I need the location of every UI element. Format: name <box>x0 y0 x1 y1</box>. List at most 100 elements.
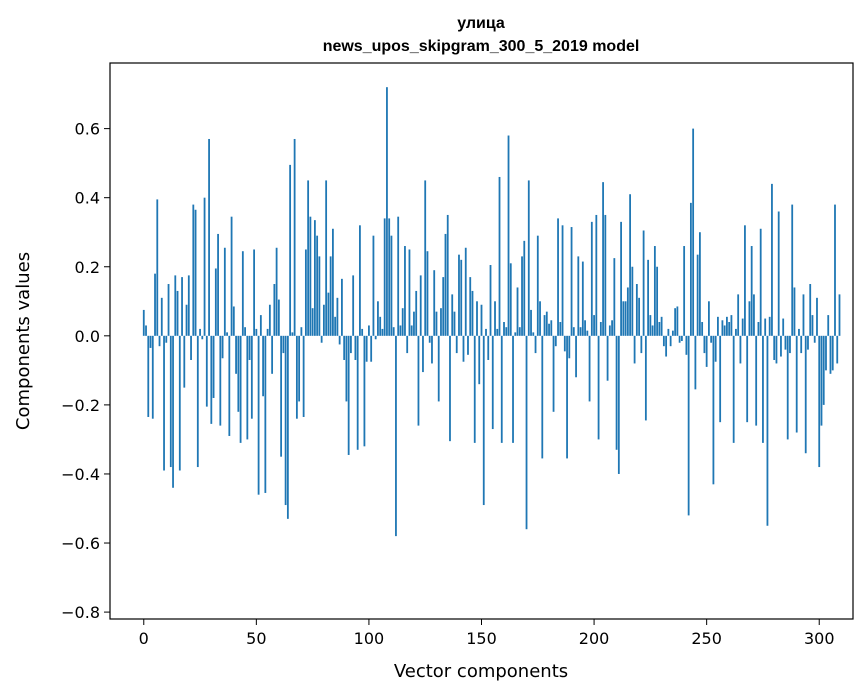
bar <box>500 335 503 443</box>
bar <box>608 325 611 336</box>
bar <box>313 220 316 336</box>
bar <box>284 335 287 506</box>
bar <box>667 328 670 336</box>
bar <box>329 256 332 336</box>
bar <box>543 315 546 336</box>
bar <box>183 335 186 388</box>
bar <box>658 322 661 336</box>
bar <box>221 335 224 359</box>
bar <box>462 335 465 362</box>
bar <box>802 294 805 336</box>
bar <box>753 294 755 336</box>
bar <box>390 235 393 336</box>
bar <box>300 327 303 336</box>
bar <box>370 335 373 362</box>
bar <box>782 318 785 336</box>
bar <box>318 256 321 336</box>
bar <box>435 311 438 336</box>
bar <box>291 332 294 336</box>
bar <box>620 221 622 336</box>
bar <box>145 325 147 336</box>
bar <box>277 299 280 336</box>
bar <box>478 335 481 385</box>
bar <box>235 335 237 374</box>
y-tick-label: 0.0 <box>75 327 100 346</box>
bar <box>255 328 258 336</box>
bar <box>717 316 719 336</box>
bar <box>354 335 357 360</box>
bar <box>509 263 512 336</box>
bar <box>590 221 593 336</box>
y-axis-label: Components values <box>13 252 34 430</box>
bar <box>250 335 253 419</box>
bar <box>532 332 535 336</box>
bar <box>651 325 654 336</box>
y-tick-label: 0.4 <box>75 189 100 208</box>
bar <box>268 304 271 336</box>
bar <box>174 275 177 336</box>
bar <box>485 328 487 336</box>
bar <box>444 233 447 336</box>
bar <box>741 318 744 336</box>
bar <box>656 266 659 336</box>
bar <box>622 301 625 336</box>
bar <box>773 335 776 360</box>
bar <box>703 335 706 354</box>
bar <box>777 211 780 336</box>
chart-title: улица <box>457 15 505 32</box>
bar <box>368 325 370 336</box>
bar <box>172 335 174 488</box>
bar <box>739 335 742 364</box>
plot-frame <box>109 62 854 620</box>
bar <box>169 335 172 468</box>
bar <box>712 335 715 485</box>
bar <box>388 218 391 336</box>
bar <box>345 335 348 402</box>
bar <box>786 335 789 440</box>
bar <box>165 335 168 343</box>
bar <box>336 297 339 336</box>
bar <box>674 308 677 336</box>
bar <box>512 335 514 443</box>
bar <box>676 306 679 336</box>
x-tick-label: 150 <box>466 629 497 648</box>
bar <box>563 335 566 352</box>
bar <box>775 335 778 364</box>
bar <box>232 306 235 336</box>
bar <box>527 180 530 336</box>
bar <box>557 218 559 336</box>
bar <box>480 304 483 336</box>
bar <box>784 335 787 350</box>
bar <box>825 335 827 371</box>
bar <box>759 228 762 336</box>
bar <box>838 294 841 336</box>
bar <box>597 335 600 440</box>
bar <box>219 335 222 426</box>
bar <box>689 202 692 336</box>
bar <box>811 315 814 336</box>
bar <box>241 251 244 336</box>
bar <box>768 316 771 336</box>
bar <box>518 327 521 336</box>
bar <box>343 335 346 360</box>
bar <box>638 297 641 336</box>
bar <box>534 335 537 354</box>
bar <box>341 278 343 336</box>
bar <box>181 277 183 336</box>
bar <box>417 335 420 426</box>
bar <box>746 335 749 423</box>
bar <box>581 261 584 336</box>
bar <box>611 320 613 336</box>
bar <box>744 225 746 336</box>
bar <box>647 259 650 336</box>
bar <box>210 335 213 424</box>
bar <box>361 328 364 336</box>
bar <box>665 335 668 357</box>
bar <box>156 199 159 336</box>
bar <box>699 232 701 336</box>
bar <box>194 209 197 336</box>
bar <box>498 176 501 336</box>
y-tick-label: 0.6 <box>75 120 100 139</box>
bar <box>322 304 325 336</box>
bar <box>599 322 602 336</box>
